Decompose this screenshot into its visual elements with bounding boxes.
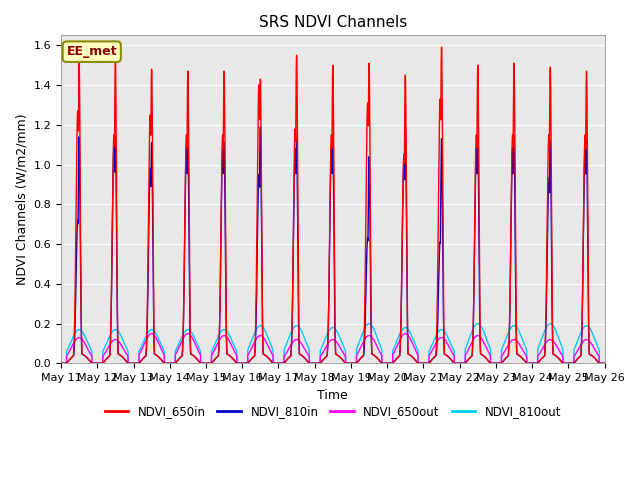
NDVI_650in bbox=[74, 126, 82, 132]
Text: EE_met: EE_met bbox=[67, 45, 117, 58]
NDVI_650in bbox=[438, 44, 445, 50]
NDVI_650out bbox=[116, 341, 124, 347]
X-axis label: Time: Time bbox=[317, 389, 348, 402]
NDVI_810in bbox=[177, 355, 184, 360]
NDVI_650out bbox=[188, 334, 195, 339]
Y-axis label: NDVI Channels (W/m2/mm): NDVI Channels (W/m2/mm) bbox=[15, 114, 28, 285]
NDVI_810in bbox=[57, 360, 65, 366]
NDVI_650out bbox=[345, 360, 353, 366]
NDVI_810out bbox=[177, 337, 184, 343]
NDVI_650in bbox=[529, 360, 536, 366]
NDVI_810out bbox=[529, 360, 536, 366]
NDVI_650out bbox=[177, 342, 184, 348]
NDVI_650in bbox=[345, 360, 353, 366]
NDVI_650out bbox=[57, 360, 65, 366]
NDVI_650out bbox=[148, 331, 156, 336]
Title: SRS NDVI Channels: SRS NDVI Channels bbox=[259, 15, 407, 30]
NDVI_810out bbox=[601, 360, 609, 366]
NDVI_650out bbox=[529, 360, 536, 366]
NDVI_810in bbox=[345, 360, 353, 366]
NDVI_810out bbox=[116, 332, 124, 337]
NDVI_810in bbox=[116, 352, 124, 358]
NDVI_810out bbox=[547, 321, 554, 326]
NDVI_650out bbox=[74, 335, 82, 340]
Line: NDVI_810out: NDVI_810out bbox=[61, 324, 605, 363]
NDVI_810in bbox=[74, 189, 82, 195]
NDVI_810out bbox=[345, 360, 353, 366]
NDVI_810out bbox=[57, 360, 65, 366]
NDVI_650in bbox=[188, 351, 195, 357]
NDVI_810in bbox=[188, 351, 195, 357]
NDVI_650in bbox=[177, 355, 184, 360]
Line: NDVI_650out: NDVI_650out bbox=[61, 334, 605, 363]
NDVI_650out bbox=[601, 360, 609, 366]
Line: NDVI_810in: NDVI_810in bbox=[61, 125, 605, 363]
NDVI_810out bbox=[188, 330, 195, 336]
NDVI_810in bbox=[529, 360, 536, 366]
NDVI_810out bbox=[74, 327, 82, 333]
Legend: NDVI_650in, NDVI_810in, NDVI_650out, NDVI_810out: NDVI_650in, NDVI_810in, NDVI_650out, NDV… bbox=[100, 401, 566, 423]
NDVI_650in bbox=[57, 360, 65, 366]
NDVI_650in bbox=[116, 352, 124, 358]
NDVI_650in bbox=[601, 360, 609, 366]
Line: NDVI_650in: NDVI_650in bbox=[61, 47, 605, 363]
NDVI_810in bbox=[601, 360, 609, 366]
NDVI_810in bbox=[401, 122, 409, 128]
